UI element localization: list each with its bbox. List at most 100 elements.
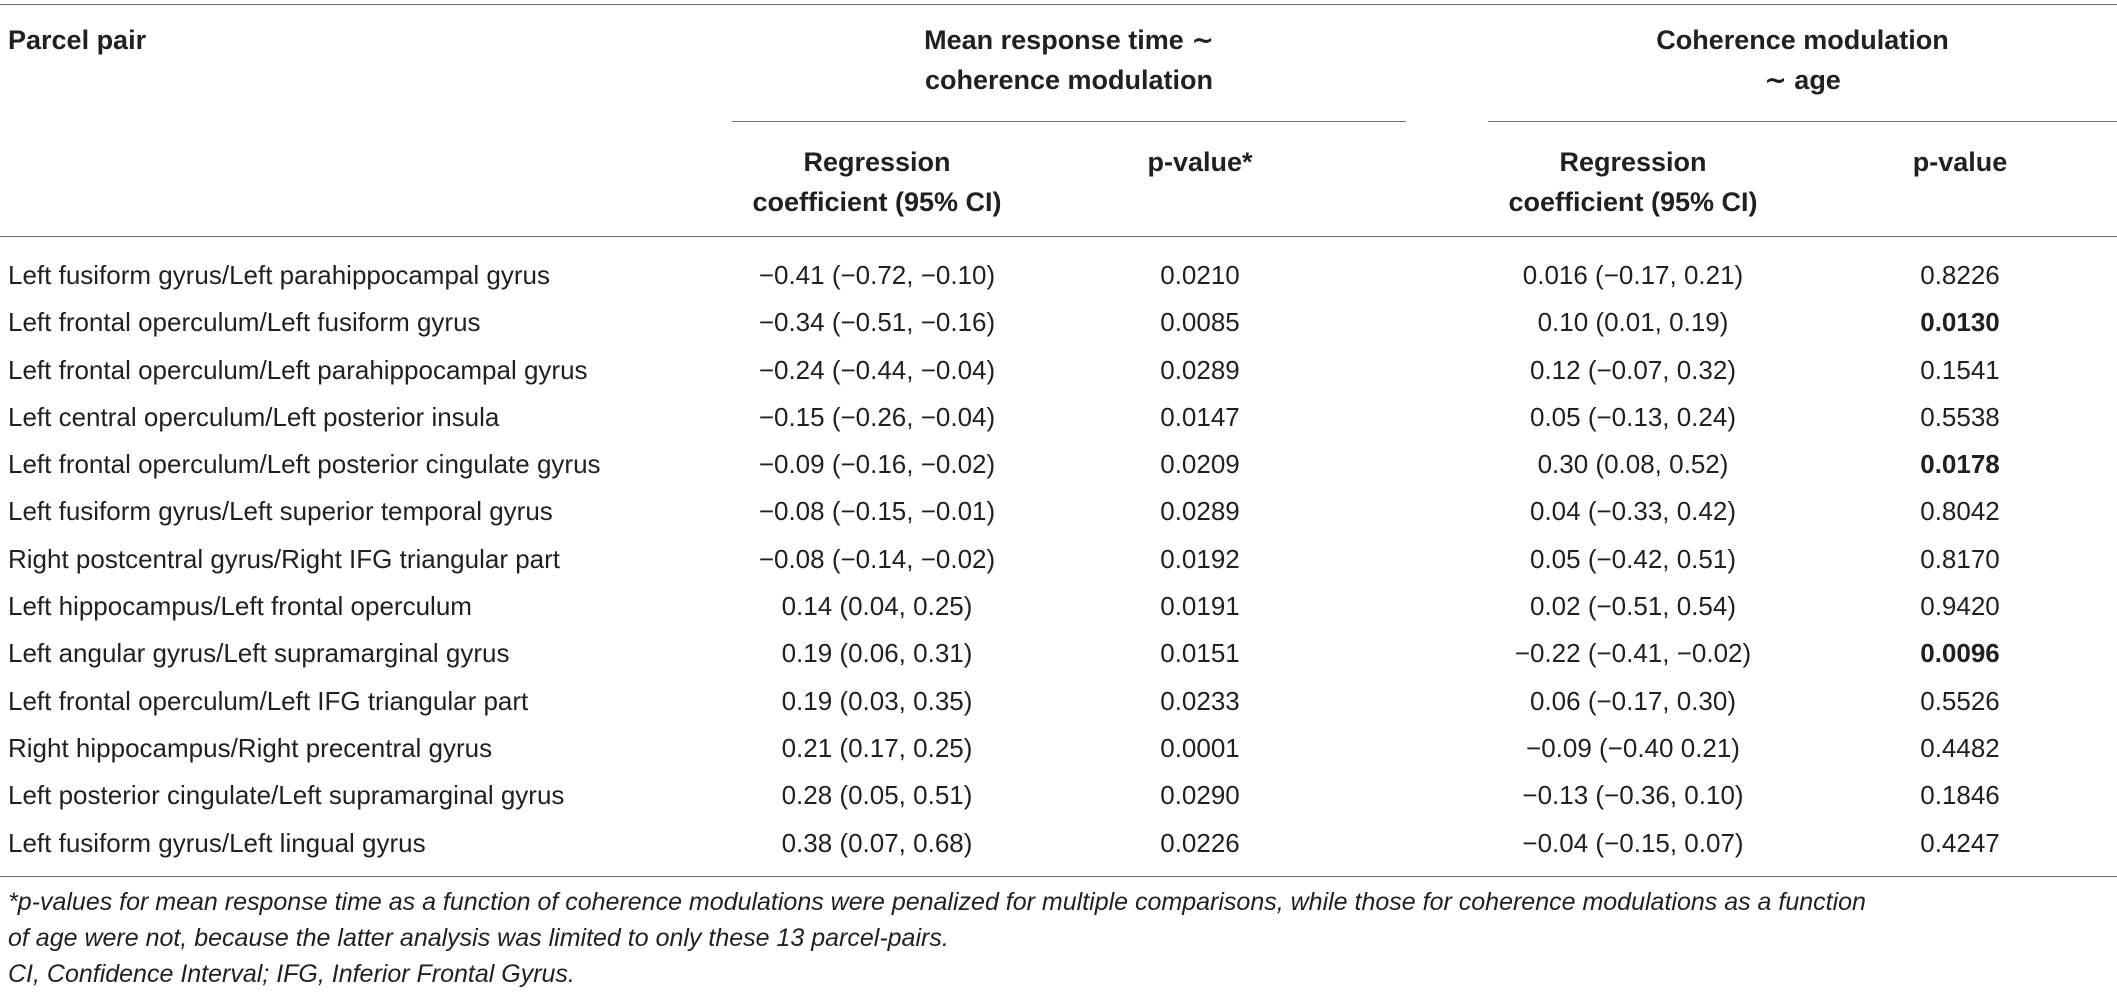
cell-pvalue-response-time: 0.0147: [1160, 401, 1240, 432]
header-coef-line1: Regression: [1559, 147, 1707, 177]
cell-pvalue-age: 0.0178: [1920, 449, 2000, 480]
header-coef-age: Regression coefficient (95% CI): [1488, 142, 1778, 222]
cell-parcel-pair: Left fusiform gyrus/Left superior tempor…: [8, 496, 553, 527]
cell-coef-response-time: 0.19 (0.03, 0.35): [781, 685, 973, 716]
cell-pvalue-age: 0.5538: [1920, 401, 2000, 432]
cell-coef-response-time: −0.09 (−0.16, −0.02): [758, 449, 996, 480]
cell-parcel-pair: Left frontal operculum/Left IFG triangul…: [8, 685, 529, 716]
cell-pvalue-response-time: 0.0085: [1160, 307, 1240, 338]
table-row: Left fusiform gyrus/Left parahippocampal…: [0, 252, 2117, 299]
cell-pvalue-response-time: 0.0289: [1160, 354, 1240, 385]
cell-parcel-pair: Left angular gyrus/Left supramarginal gy…: [8, 638, 510, 669]
cell-pvalue-response-time: 0.0191: [1160, 591, 1240, 622]
cell-pvalue-response-time: 0.0290: [1160, 780, 1240, 811]
cell-coef-response-time: −0.08 (−0.15, −0.01): [758, 496, 996, 527]
cell-parcel-pair: Left posterior cingulate/Left supramargi…: [8, 780, 565, 811]
table-row: Left frontal operculum/Left IFG triangul…: [0, 678, 2117, 725]
cell-pvalue-response-time: 0.0210: [1160, 260, 1240, 290]
cell-parcel-pair: Right hippocampus/Right precentral gyrus: [8, 732, 493, 763]
table-row: Left hippocampus/Left frontal operculum …: [0, 583, 2117, 630]
cell-pvalue-response-time: 0.0209: [1160, 449, 1240, 480]
cell-coef-age: −0.13 (−0.36, 0.10): [1522, 780, 1744, 811]
cell-pvalue-response-time: 0.0001: [1160, 732, 1240, 763]
header-coef-response-time: Regression coefficient (95% CI): [732, 142, 1022, 222]
group-rule-response-time: [732, 121, 1406, 122]
table-row: Left angular gyrus/Left supramarginal gy…: [0, 630, 2117, 677]
footnote-pvalue-correction-line2: of age were not, because the latter anal…: [8, 924, 949, 952]
table-row: Left fusiform gyrus/Left superior tempor…: [0, 488, 2117, 535]
cell-coef-age: 0.12 (−0.07, 0.32): [1530, 354, 1736, 385]
table-row: Left frontal operculum/Left parahippocam…: [0, 347, 2117, 394]
cell-coef-age: 0.016 (−0.17, 0.21): [1522, 260, 1744, 290]
table-bottom-rule: [0, 876, 2117, 877]
cell-pvalue-age: 0.8226: [1920, 260, 2000, 290]
cell-coef-age: 0.05 (−0.42, 0.51): [1530, 543, 1736, 574]
cell-coef-age: 0.06 (−0.17, 0.30): [1530, 685, 1736, 716]
cell-pvalue-age: 0.4482: [1920, 732, 2000, 763]
header-group-age-line1: Coherence modulation: [1656, 25, 1949, 55]
header-group-age: Coherence modulation ∼ age: [1488, 20, 2117, 100]
cell-pvalue-response-time: 0.0289: [1160, 496, 1240, 527]
cell-pvalue-age: 0.1541: [1920, 354, 2000, 385]
header-parcel-pair: Parcel pair: [8, 25, 147, 55]
cell-coef-response-time: −0.08 (−0.14, −0.02): [758, 543, 996, 574]
cell-parcel-pair: Left central operculum/Left posterior in…: [8, 401, 500, 432]
cell-coef-response-time: −0.41 (−0.72, −0.10): [758, 260, 996, 290]
cell-coef-response-time: 0.14 (0.04, 0.25): [781, 591, 973, 622]
header-coef-line2: coefficient (95% CI): [1508, 187, 1758, 217]
table-row: Left frontal operculum/Left posterior ci…: [0, 441, 2117, 488]
header-pvalue-response-time: p-value*: [1147, 147, 1253, 177]
table-row: Left posterior cingulate/Left supramargi…: [0, 772, 2117, 819]
cell-coef-response-time: −0.15 (−0.26, −0.04): [758, 401, 996, 432]
table-row: Left fusiform gyrus/Left lingual gyrus 0…: [0, 820, 2117, 867]
cell-coef-age: 0.05 (−0.13, 0.24): [1530, 401, 1736, 432]
cell-pvalue-age: 0.1846: [1920, 780, 2000, 811]
table-top-rule: [0, 4, 2117, 5]
cell-coef-age: 0.10 (0.01, 0.19): [1537, 307, 1729, 338]
cell-pvalue-age: 0.8170: [1920, 543, 2000, 574]
cell-parcel-pair: Left frontal operculum/Left posterior ci…: [8, 449, 601, 480]
group-rule-age: [1488, 121, 2117, 122]
table-row: Left frontal operculum/Left fusiform gyr…: [0, 299, 2117, 346]
header-group-age-line2: ∼ age: [1764, 65, 1841, 95]
cell-parcel-pair: Left hippocampus/Left frontal operculum: [8, 591, 472, 622]
header-coef-line2: coefficient (95% CI): [752, 187, 1002, 217]
cell-coef-response-time: 0.21 (0.17, 0.25): [781, 732, 973, 763]
table-row: Left central operculum/Left posterior in…: [0, 394, 2117, 441]
footnote-abbreviations: CI, Confidence Interval; IFG, Inferior F…: [8, 960, 575, 988]
cell-coef-response-time: −0.34 (−0.51, −0.16): [758, 307, 996, 338]
cell-parcel-pair: Left fusiform gyrus/Left parahippocampal…: [8, 260, 550, 290]
cell-parcel-pair: Right postcentral gyrus/Right IFG triang…: [8, 543, 561, 574]
cell-pvalue-response-time: 0.0233: [1160, 685, 1240, 716]
cell-parcel-pair: Left fusiform gyrus/Left lingual gyrus: [8, 827, 426, 858]
cell-coef-age: 0.02 (−0.51, 0.54): [1530, 591, 1736, 622]
table-body: Left fusiform gyrus/Left parahippocampal…: [0, 252, 2117, 867]
header-coef-line1: Regression: [803, 147, 951, 177]
table-row: Right postcentral gyrus/Right IFG triang…: [0, 536, 2117, 583]
cell-coef-response-time: −0.24 (−0.44, −0.04): [758, 354, 996, 385]
cell-pvalue-age: 0.0096: [1920, 638, 2000, 669]
cell-pvalue-response-time: 0.0192: [1160, 543, 1240, 574]
footnote-pvalue-correction-line1: *p-values for mean response time as a fu…: [8, 888, 1866, 916]
header-pvalue-age: p-value: [1912, 147, 2008, 177]
header-group-response-time: Mean response time ∼ coherence modulatio…: [732, 20, 1406, 100]
cell-coef-response-time: 0.28 (0.05, 0.51): [781, 780, 973, 811]
cell-coef-age: −0.04 (−0.15, 0.07): [1522, 827, 1744, 858]
cell-coef-age: 0.30 (0.08, 0.52): [1537, 449, 1729, 480]
cell-coef-age: −0.22 (−0.41, −0.02): [1514, 638, 1752, 669]
table-header-rule: [0, 236, 2117, 237]
header-group-response-time-line2: coherence modulation: [924, 65, 1214, 95]
cell-pvalue-response-time: 0.0151: [1160, 638, 1240, 669]
cell-pvalue-age: 0.5526: [1920, 685, 2000, 716]
cell-coef-age: −0.09 (−0.40 0.21): [1526, 732, 1740, 763]
cell-coef-response-time: 0.19 (0.06, 0.31): [781, 638, 973, 669]
cell-coef-response-time: 0.38 (0.07, 0.68): [781, 827, 973, 858]
cell-pvalue-age: 0.9420: [1920, 591, 2000, 622]
cell-parcel-pair: Left frontal operculum/Left fusiform gyr…: [8, 307, 481, 338]
cell-pvalue-age: 0.0130: [1920, 307, 2000, 338]
header-group-response-time-line1: Mean response time ∼: [924, 25, 1214, 55]
cell-pvalue-age: 0.4247: [1920, 827, 2000, 858]
table-row: Right hippocampus/Right precentral gyrus…: [0, 725, 2117, 772]
cell-pvalue-age: 0.8042: [1920, 496, 2000, 527]
cell-pvalue-response-time: 0.0226: [1160, 827, 1240, 858]
